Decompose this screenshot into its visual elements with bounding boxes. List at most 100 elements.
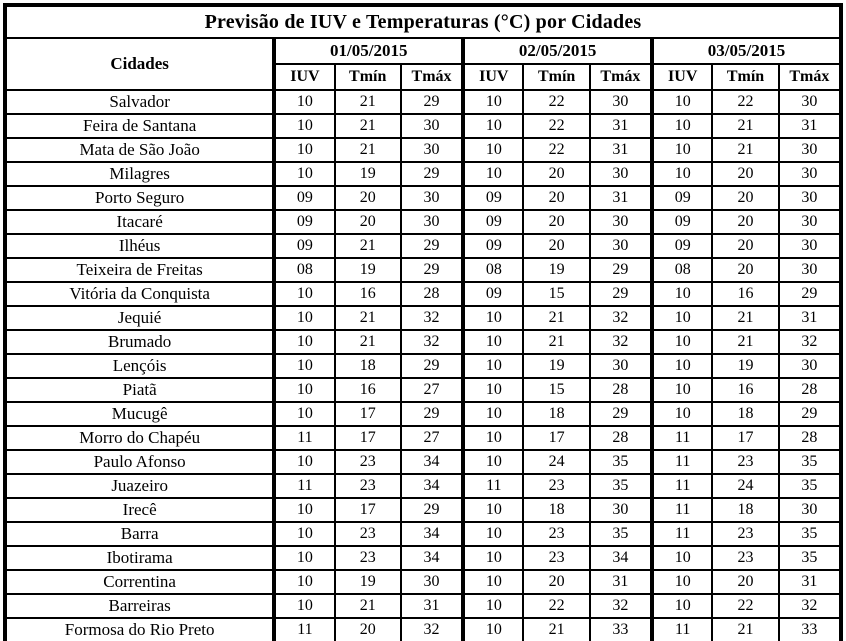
value-cell: 10 [650, 305, 714, 331]
value-cell: 32 [588, 305, 654, 331]
city-cell: Barra [3, 521, 276, 547]
value-cell: 20 [711, 185, 780, 211]
value-cell: 22 [711, 89, 780, 115]
date-header-2: 02/05/2015 [461, 37, 654, 65]
page-title: Previsão de IUV e Temperaturas (°C) por … [4, 4, 842, 39]
table-row: Teixeira de Freitas 08 19 29 08 19 29 08 20 30 [3, 257, 843, 283]
value-cell: 30 [399, 137, 465, 163]
value-cell: 18 [711, 401, 780, 427]
value-cell: 30 [777, 137, 843, 163]
value-cell: 10 [272, 401, 336, 427]
city-cell: Mucugê [3, 401, 276, 427]
value-cell: 34 [399, 449, 465, 475]
value-cell: 28 [777, 377, 843, 403]
table-row: Jequié 10 21 32 10 21 32 10 21 31 [3, 305, 843, 331]
value-cell: 27 [399, 425, 465, 451]
city-cell: Piatã [3, 377, 276, 403]
table-row: Correntina 10 19 30 10 20 31 10 20 31 [3, 569, 843, 595]
value-cell: 10 [650, 353, 714, 379]
value-cell: 22 [522, 137, 591, 163]
value-cell: 34 [399, 473, 465, 499]
value-cell: 21 [522, 617, 591, 641]
value-cell: 10 [272, 329, 336, 355]
value-cell: 21 [333, 593, 402, 619]
col-header-tmin-3: Tmín [711, 63, 780, 91]
city-cell: Correntina [3, 569, 276, 595]
value-cell: 30 [399, 209, 465, 235]
value-cell: 20 [333, 617, 402, 641]
table-row: Brumado 10 21 32 10 21 32 10 21 32 [3, 329, 843, 355]
value-cell: 29 [399, 401, 465, 427]
col-header-tmax-3: Tmáx [777, 63, 843, 91]
value-cell: 11 [272, 617, 336, 641]
value-cell: 10 [461, 497, 525, 523]
value-cell: 11 [650, 521, 714, 547]
table-header: Previsão de IUV e Temperaturas (°C) por … [3, 4, 843, 91]
city-cell: Morro do Chapéu [3, 425, 276, 451]
value-cell: 24 [711, 473, 780, 499]
value-cell: 09 [650, 233, 714, 259]
value-cell: 34 [399, 545, 465, 571]
value-cell: 29 [399, 161, 465, 187]
value-cell: 33 [588, 617, 654, 641]
value-cell: 30 [588, 353, 654, 379]
value-cell: 17 [333, 401, 402, 427]
table-row: Piatã 10 16 27 10 15 28 10 16 28 [3, 377, 843, 403]
value-cell: 35 [777, 473, 843, 499]
value-cell: 23 [711, 449, 780, 475]
value-cell: 21 [711, 617, 780, 641]
table-row: Porto Seguro 09 20 30 09 20 31 09 20 30 [3, 185, 843, 211]
value-cell: 10 [272, 569, 336, 595]
value-cell: 32 [399, 617, 465, 641]
table-row: Mata de São João 10 21 30 10 22 31 10 21 30 [3, 137, 843, 163]
value-cell: 30 [399, 113, 465, 139]
value-cell: 31 [399, 593, 465, 619]
value-cell: 22 [711, 593, 780, 619]
value-cell: 19 [333, 569, 402, 595]
value-cell: 31 [777, 113, 843, 139]
value-cell: 11 [650, 425, 714, 451]
value-cell: 10 [461, 449, 525, 475]
value-cell: 29 [399, 497, 465, 523]
value-cell: 17 [711, 425, 780, 451]
table-row: Formosa do Rio Preto 11 20 32 10 21 33 11 21 33 [3, 617, 843, 641]
value-cell: 10 [272, 449, 336, 475]
value-cell: 30 [777, 161, 843, 187]
value-cell: 21 [333, 305, 402, 331]
city-cell: Brumado [3, 329, 276, 355]
city-cell: Milagres [3, 161, 276, 187]
value-cell: 10 [650, 113, 714, 139]
value-cell: 20 [522, 185, 591, 211]
value-cell: 21 [333, 113, 402, 139]
value-cell: 11 [461, 473, 525, 499]
value-cell: 20 [333, 185, 402, 211]
value-cell: 29 [399, 353, 465, 379]
value-cell: 29 [399, 257, 465, 283]
value-cell: 30 [777, 89, 843, 115]
value-cell: 10 [272, 593, 336, 619]
date-header-1: 01/05/2015 [272, 37, 465, 65]
value-cell: 21 [522, 329, 591, 355]
value-cell: 32 [588, 329, 654, 355]
value-cell: 10 [650, 593, 714, 619]
value-cell: 21 [522, 305, 591, 331]
value-cell: 20 [522, 233, 591, 259]
value-cell: 18 [711, 497, 780, 523]
forecast-table: Previsão de IUV e Temperaturas (°C) por … [3, 3, 843, 641]
value-cell: 10 [650, 401, 714, 427]
value-cell: 21 [711, 305, 780, 331]
value-cell: 32 [399, 329, 465, 355]
value-cell: 30 [777, 233, 843, 259]
value-cell: 22 [522, 593, 591, 619]
value-cell: 30 [588, 161, 654, 187]
value-cell: 31 [777, 569, 843, 595]
col-header-tmax-1: Tmáx [399, 63, 465, 91]
value-cell: 19 [522, 257, 591, 283]
value-cell: 28 [588, 425, 654, 451]
value-cell: 09 [272, 209, 336, 235]
value-cell: 10 [461, 305, 525, 331]
value-cell: 10 [461, 617, 525, 641]
value-cell: 29 [588, 281, 654, 307]
city-cell: Ilhéus [3, 233, 276, 259]
value-cell: 20 [711, 161, 780, 187]
